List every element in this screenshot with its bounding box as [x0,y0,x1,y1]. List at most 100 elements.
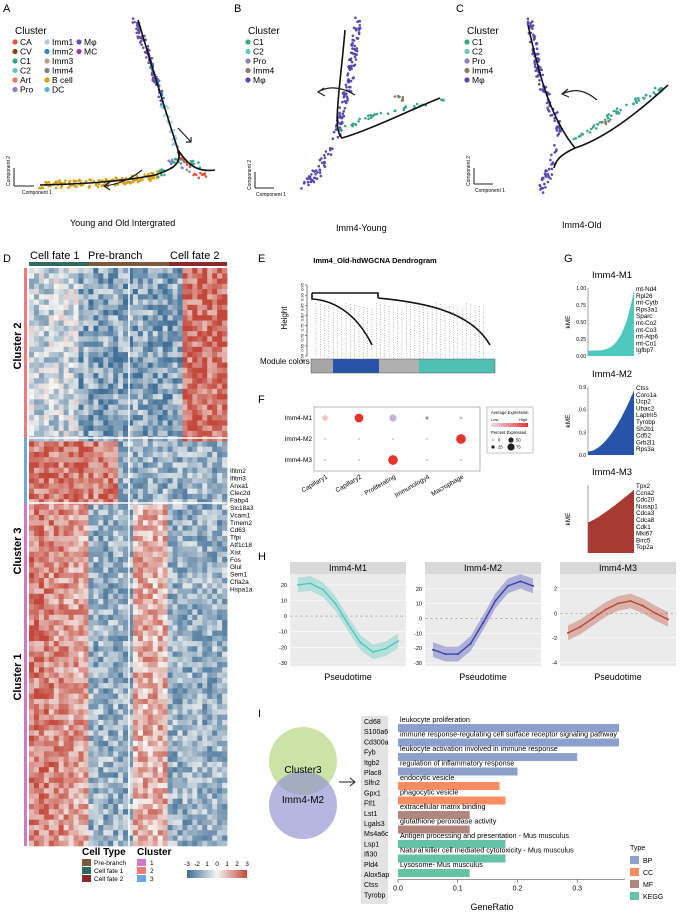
cell-point [157,79,161,83]
heatmap-cell [162,746,168,752]
heatmap-cell [78,725,84,731]
heatmap-cell [142,725,149,731]
heatmap-cell [78,436,84,442]
heatmap-cell [162,525,168,532]
heatmap-cell [58,683,64,689]
heatmap-cell [38,289,45,295]
heatmap-cell [63,804,69,810]
heatmap-cell [63,493,69,500]
heatmap-cell [222,436,228,442]
heatmap-cell [132,609,139,616]
heatmap-cell [207,656,213,663]
heatmap-cell [38,709,45,715]
heatmap-cell [43,572,50,579]
heatmap-cell [192,809,198,815]
axis-arrows-b [254,172,274,189]
heatmap-cell [162,572,168,579]
heatmap-cell [207,509,213,516]
heatmap-cell [177,677,183,684]
heatmap-cell [123,478,129,484]
heatmap-cell [118,320,124,327]
heatmap-cell [177,278,183,285]
heatmap-cell [167,625,173,631]
heatmap-cell [48,614,55,621]
heatmap-cell [68,667,74,673]
heatmap-cell [132,478,139,484]
heatmap-cell [187,667,193,673]
heatmap-cell [147,567,154,574]
heatmap-cell [217,683,223,689]
heatmap-cell [142,483,149,489]
heatmap-cell [202,515,208,521]
heatmap-cell [34,709,40,715]
heatmap-cell [48,725,55,731]
heatmap-cell [38,525,45,532]
heatmap-cell [88,310,94,316]
cell-point [162,114,166,117]
heatmap-cell [103,441,109,447]
heatmap-cell [162,751,168,757]
heatmap-cell [53,509,60,516]
heatmap-cell [137,646,144,652]
heatmap-cell [172,746,178,752]
heatmap-cell [48,709,55,715]
heatmap-cell [38,609,45,616]
heatmap-cell [108,488,114,495]
heatmap-cell [34,572,40,579]
heatmap-cell [162,515,168,521]
heatmap-cell [113,693,119,700]
heatmap-cell [83,635,89,642]
heatmap-cell [73,740,79,747]
heatmap-cell [118,304,124,311]
heatmap-cell [167,352,173,358]
heatmap-cell [48,304,55,311]
heatmap-cell [73,499,79,505]
heatmap-cell [172,530,178,537]
heatmap-cell [142,557,149,563]
heatmap-cell [73,336,79,342]
heatmap-cell [202,294,208,300]
heatmap-cell [182,546,188,553]
heatmap-cell [142,793,149,800]
heatmap-cell [118,567,124,574]
heatmap-cell [187,777,193,784]
heatmap-cell [132,599,139,605]
heatmap-cell [38,719,45,726]
heatmap-cell [137,367,144,374]
heatmap-cell [212,362,218,369]
heatmap-cell [162,425,168,432]
heatmap-cell [152,515,159,521]
cell-point [586,129,589,133]
heatmap-cell [182,719,188,726]
heatmap-cell [152,283,159,290]
heatmap-cell [29,756,35,763]
cell-point [337,116,341,119]
heatmap-cell [83,488,89,495]
heatmap-cell [63,357,69,363]
heatmap-d [24,262,228,847]
heatmap-cell [88,662,94,668]
heatmap-cell [157,283,163,290]
heatmap-cell [123,367,129,374]
heatmap-cell [142,572,149,579]
heatmap-cell [172,536,178,542]
heatmap-cell [118,283,124,290]
heatmap-cell [152,740,159,747]
heatmap-cell [172,315,178,321]
heatmap-cell [128,394,134,400]
heatmap-cell [38,551,45,558]
cell-point [47,180,51,184]
heatmap-cell [108,430,114,437]
heatmap-cell [152,704,159,710]
heatmap-cell [167,520,173,526]
heatmap-cell [113,609,119,616]
heatmap-cell [217,777,223,784]
heatmap-cell [73,688,79,694]
heatmap-cell [73,493,79,500]
heatmap-cell [63,336,69,342]
heatmap-cell [132,467,139,474]
heatmap-cell [58,562,64,568]
heatmap-cell [118,310,124,316]
heatmap-cell [34,289,40,295]
heatmap-cell [29,536,35,542]
